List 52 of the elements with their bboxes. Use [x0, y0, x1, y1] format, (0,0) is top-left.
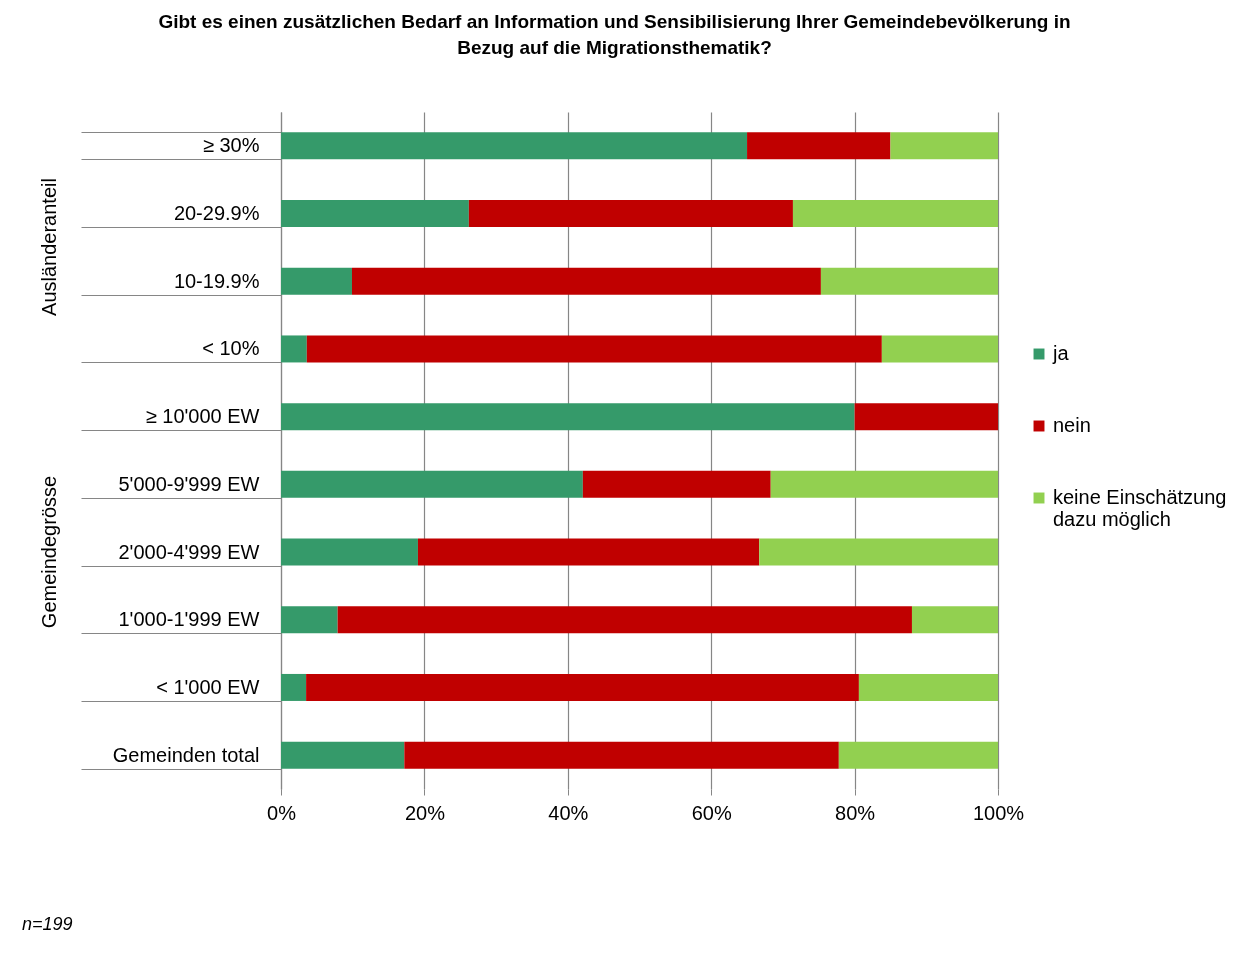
y-tick-label: ≥ 30%: [202, 134, 260, 157]
bar: [351, 267, 821, 295]
x-tick-label: 100%: [972, 801, 1025, 824]
bar: [337, 606, 912, 634]
legend-label: nein: [1053, 414, 1091, 436]
text: Gemeindegrösse: [38, 475, 60, 629]
bar: [281, 267, 352, 295]
chart-title: Gibt es einen zusätzlichen Bedarf an Information und Sensibilisierung Ihrer Gemeindebevölkerung in Bezug auf die Migrationsthematik?: [158, 11, 1071, 58]
bar: [759, 538, 998, 566]
bar: [404, 741, 839, 769]
bar: [281, 741, 405, 769]
x-tick-label: 20%: [404, 801, 446, 824]
bar: [890, 132, 998, 160]
bar: [306, 673, 859, 701]
bar: [281, 200, 469, 228]
x-tick-label: 0%: [267, 801, 297, 824]
bar: [854, 403, 998, 431]
y-tick-label: ≥ 10'000 EW: [145, 405, 260, 428]
bar: [281, 470, 583, 498]
text: Ausländeranteil: [38, 178, 60, 316]
x-tick-label: 60%: [691, 801, 732, 824]
bar: [770, 470, 998, 498]
y-tick-label: < 10%: [202, 337, 260, 360]
bar: [306, 335, 882, 363]
legend-label: ja: [1052, 342, 1070, 364]
bar: [281, 335, 307, 363]
bar: [281, 606, 338, 634]
bar: [417, 538, 760, 566]
bar: [281, 132, 748, 160]
bar: [281, 403, 855, 431]
bar: [881, 335, 998, 363]
bar: [747, 132, 891, 160]
legend-label: keine Einschätzung dazu möglich: [1053, 486, 1227, 530]
bar: [820, 267, 998, 295]
bar: [858, 673, 998, 701]
y-tick-label: 5'000-9'999 EW: [118, 472, 260, 495]
y-tick-label: 20-29.9%: [173, 202, 260, 225]
bar: [468, 200, 793, 228]
y-tick-label: 10-19.9%: [173, 269, 260, 292]
x-tick-label: 80%: [835, 801, 876, 824]
bar: [792, 200, 998, 228]
bar: [582, 470, 771, 498]
text: n=199: [22, 914, 73, 934]
bar: [911, 606, 998, 634]
x-tick-label: 40%: [548, 801, 589, 824]
bar: [281, 538, 418, 566]
bar: [838, 741, 998, 769]
bar: [281, 673, 307, 701]
y-tick-label: 2'000-4'999 EW: [118, 540, 260, 563]
y-tick-label: 1'000-1'999 EW: [118, 608, 260, 631]
y-tick-label: < 1'000 EW: [156, 675, 260, 698]
y-tick-label: Gemeinden total: [112, 743, 260, 766]
